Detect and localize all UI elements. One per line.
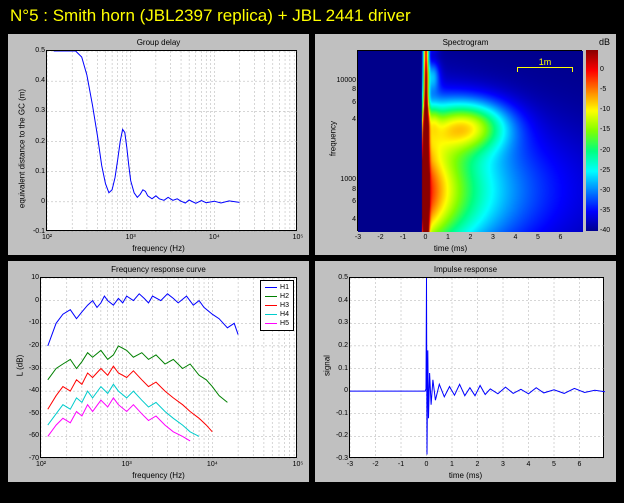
colorbar-label: dB xyxy=(599,37,610,47)
xlabel: frequency (Hz) xyxy=(8,471,309,480)
xlabel: time (ms) xyxy=(315,244,586,253)
panel-freq-response: Frequency response curve L (dB) frequenc… xyxy=(8,261,309,482)
panel-impulse: Impulse response signal time (ms) -3-2-1… xyxy=(315,261,616,482)
chart-grid: Group delay equivalent distance to the G… xyxy=(0,30,624,490)
ylabel: signal xyxy=(323,346,332,386)
xlabel: time (ms) xyxy=(315,471,616,480)
colorbar: 0-5-10-15-20-25-30-35-40 xyxy=(586,50,598,231)
plot-title: Spectrogram xyxy=(315,38,616,47)
ylabel: frequency xyxy=(329,109,338,169)
scale-bar: 1m xyxy=(517,57,573,72)
plot-title: Impulse response xyxy=(315,265,616,274)
plot-area: -3-2-10123456-0.3-0.2-0.100.10.20.30.40.… xyxy=(349,277,604,458)
plot-area: 10²10³10⁴10⁵-70-60-50-40-30-20-10010H1H2… xyxy=(40,277,297,458)
plot-title: Frequency response curve xyxy=(8,265,309,274)
ylabel: equivalent distance to the GC (m) xyxy=(18,79,27,219)
legend: H1H2H3H4H5 xyxy=(260,280,294,331)
panel-spectrogram: Spectrogram frequency time (ms) dB -3-2-… xyxy=(315,34,616,255)
plot-area: 10²10³10⁴10⁵-0.100.10.20.30.40.5 xyxy=(46,50,297,231)
page-title: N°5 : Smith horn (JBL2397 replica) + JBL… xyxy=(0,0,624,30)
plot-area: -3-2-101234561000100004684681m xyxy=(357,50,582,231)
xlabel: frequency (Hz) xyxy=(8,244,309,253)
ylabel: L (dB) xyxy=(16,346,25,386)
panel-group-delay: Group delay equivalent distance to the G… xyxy=(8,34,309,255)
plot-title: Group delay xyxy=(8,38,309,47)
